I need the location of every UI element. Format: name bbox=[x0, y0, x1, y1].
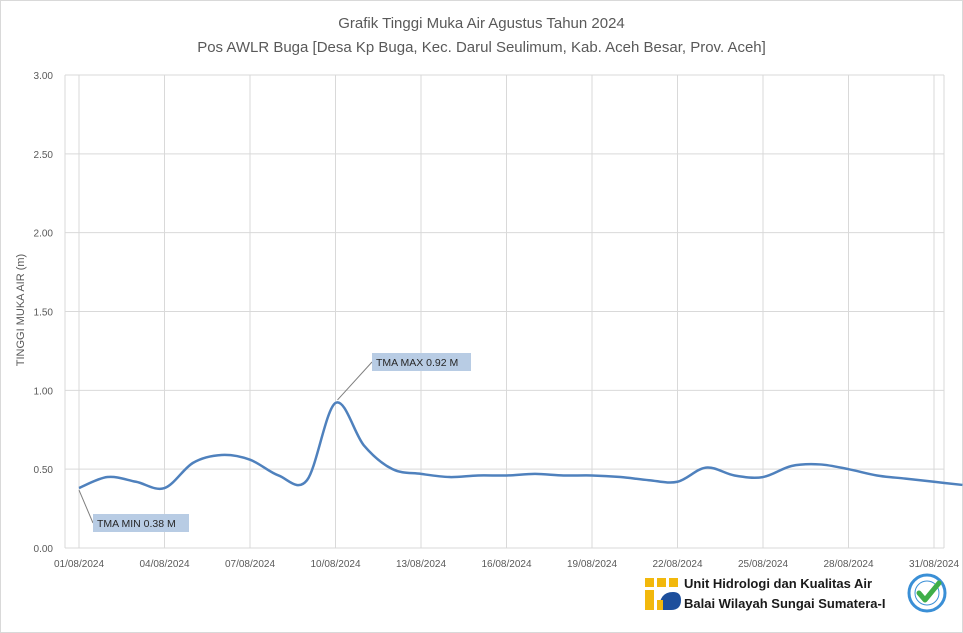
x-tick-label: 22/08/2024 bbox=[652, 559, 702, 570]
series-line bbox=[78, 401, 963, 491]
x-tick-label: 28/08/2024 bbox=[823, 559, 873, 570]
y-tick-label: 0.00 bbox=[34, 544, 54, 555]
annotation-label: TMA MIN 0.38 M bbox=[97, 518, 176, 530]
x-tick-label: 13/08/2024 bbox=[396, 559, 446, 570]
org-name-line1: Unit Hidrologi dan Kualitas Air bbox=[684, 576, 873, 591]
org-name-line2: Balai Wilayah Sungai Sumatera-I bbox=[684, 596, 886, 611]
x-tick-label: 31/08/2024 bbox=[909, 559, 959, 570]
chart-title: Grafik Tinggi Muka Air Agustus Tahun 202… bbox=[338, 15, 625, 32]
x-tick-label: 04/08/2024 bbox=[139, 559, 189, 570]
chart-subtitle: Pos AWLR Buga [Desa Kp Buga, Kec. Darul … bbox=[197, 39, 766, 56]
y-tick-label: 1.50 bbox=[34, 308, 54, 319]
x-tick-label: 07/08/2024 bbox=[225, 559, 275, 570]
x-tick-label: 10/08/2024 bbox=[310, 559, 360, 570]
y-tick-label: 0.50 bbox=[34, 465, 54, 476]
annotation-box bbox=[372, 353, 471, 371]
annotation-label: TMA MAX 0.92 M bbox=[376, 357, 458, 369]
y-tick-label: 2.50 bbox=[34, 150, 54, 161]
x-tick-label: 16/08/2024 bbox=[481, 559, 531, 570]
annotation-leader-line bbox=[78, 489, 94, 524]
x-tick-label: 25/08/2024 bbox=[738, 559, 788, 570]
x-tick-label: 01/08/2024 bbox=[54, 559, 104, 570]
x-tick-label: 19/08/2024 bbox=[567, 559, 617, 570]
annotation-leader-line bbox=[337, 361, 373, 401]
annotation-box bbox=[93, 514, 189, 532]
y-tick-label: 1.00 bbox=[34, 386, 54, 397]
pu-logo-icon bbox=[645, 578, 681, 610]
y-tick-label: 2.00 bbox=[34, 229, 54, 240]
iso-certified-check-icon bbox=[907, 573, 947, 613]
y-tick-label: 3.00 bbox=[34, 71, 54, 82]
